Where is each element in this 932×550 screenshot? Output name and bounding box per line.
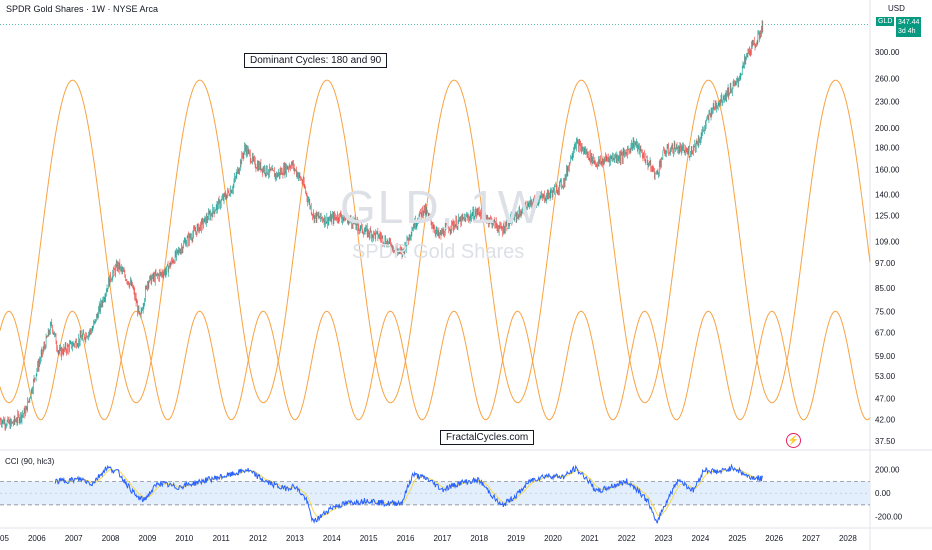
time-tick-label: 2014 [323,534,341,543]
price-tick-label: 300.00 [875,48,900,57]
price-tick-label: 53.00 [875,372,896,381]
time-tick-label: 2016 [397,534,415,543]
time-tick-label: 2005 [0,534,9,543]
cci-tick-label: -200.00 [875,513,903,522]
time-tick-label: 2020 [544,534,562,543]
price-badge: 347.44 3d 4h [896,17,922,37]
cycles-annotation: Dominant Cycles: 180 and 90 [244,53,388,68]
time-tick-label: 2009 [139,534,157,543]
cycle-line-90 [0,310,871,421]
time-tick-label: 2012 [249,534,267,543]
time-tick-label: 2025 [728,534,746,543]
time-tick-label: 2006 [28,534,46,543]
price-tick-label: 260.00 [875,75,900,84]
bar-countdown: 3d 4h [898,28,916,35]
price-tick-label: 200.00 [875,124,900,133]
cycle-line-180 [0,79,871,404]
price-tick-label: 59.00 [875,352,896,361]
time-tick-label: 2023 [655,534,673,543]
price-tick-label: 109.00 [875,237,900,246]
brand-label: FractalCycles.com [440,430,535,445]
time-tick-label: 2019 [507,534,525,543]
cci-label: CCI (90, hlc3) [5,457,55,466]
time-tick-label: 2022 [618,534,636,543]
watermark-symbol: GLD, 1W [340,181,544,233]
cci-tick-label: 200.00 [875,466,900,475]
price-tick-label: 75.00 [875,307,896,316]
price-tick-label: 160.00 [875,166,900,175]
price-tick-label: 67.00 [875,328,896,337]
time-tick-label: 2026 [765,534,783,543]
price-tick-label: 85.00 [875,284,896,293]
price-tick-label: 42.00 [875,416,896,425]
time-tick-label: 2011 [213,534,231,543]
time-tick-label: 2007 [65,534,83,543]
currency-label: USD [888,4,905,13]
last-price: 347.44 [898,19,920,26]
price-tick-label: 97.00 [875,259,896,268]
time-tick-label: 2017 [433,534,451,543]
price-tick-label: 37.50 [875,437,896,446]
time-tick-label: 2027 [802,534,820,543]
symbol-badge: GLD [876,17,895,26]
price-tick-label: 125.00 [875,212,900,221]
time-tick-label: 2013 [286,534,304,543]
price-tick-label: 230.00 [875,98,900,107]
price-tick-label: 140.00 [875,190,900,199]
price-tick-label: 180.00 [875,143,900,152]
price-tick-label: 47.00 [875,395,896,404]
time-tick-label: 2018 [470,534,488,543]
chart-title: SPDR Gold Shares · 1W · NYSE Arca [6,4,159,14]
cci-line [54,463,764,525]
time-tick-label: 2021 [581,534,599,543]
time-tick-label: 2008 [102,534,120,543]
lightning-icon[interactable]: ⚡ [786,433,801,448]
time-tick-label: 2028 [839,534,857,543]
time-tick-label: 2015 [360,534,378,543]
time-tick-label: 2010 [175,534,193,543]
watermark-name: SPDR Gold Shares [352,241,525,263]
cci-tick-label: 0.00 [875,489,891,498]
time-tick-label: 2024 [692,534,710,543]
